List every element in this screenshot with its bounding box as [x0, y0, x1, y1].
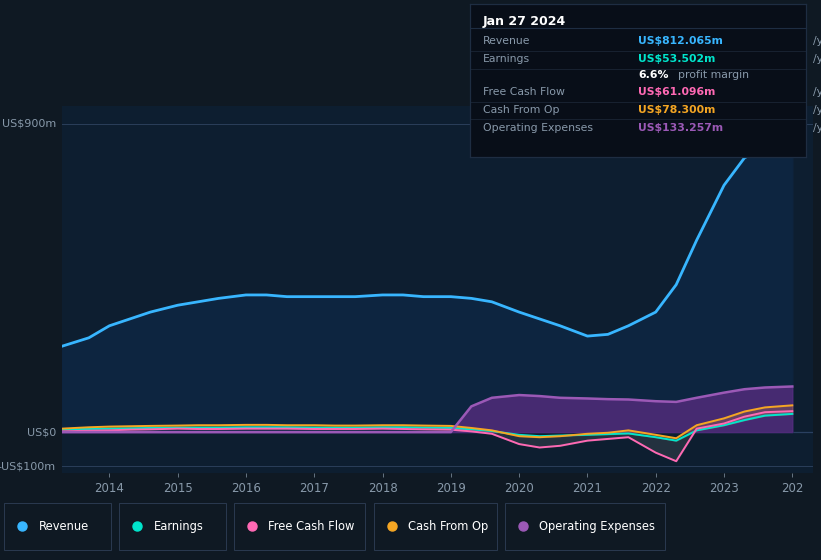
Text: US$61.096m: US$61.096m [638, 87, 715, 97]
Text: US$53.502m: US$53.502m [638, 54, 715, 64]
Text: Earnings: Earnings [483, 54, 530, 64]
Text: /yr: /yr [813, 105, 821, 115]
Text: profit margin: profit margin [678, 71, 750, 80]
Text: /yr: /yr [813, 36, 821, 46]
Text: US$78.300m: US$78.300m [638, 105, 715, 115]
Text: US$900m: US$900m [2, 119, 56, 129]
Text: Cash From Op: Cash From Op [483, 105, 560, 115]
Text: Earnings: Earnings [154, 520, 204, 533]
Text: Revenue: Revenue [483, 36, 530, 46]
Text: -US$100m: -US$100m [0, 461, 56, 472]
Text: Cash From Op: Cash From Op [408, 520, 488, 533]
Text: Operating Expenses: Operating Expenses [539, 520, 655, 533]
Text: Revenue: Revenue [39, 520, 89, 533]
Text: /yr: /yr [813, 87, 821, 97]
Text: US$133.257m: US$133.257m [638, 123, 723, 133]
Text: 6.6%: 6.6% [638, 71, 668, 80]
Text: /yr: /yr [813, 123, 821, 133]
Text: Free Cash Flow: Free Cash Flow [268, 520, 355, 533]
Text: Free Cash Flow: Free Cash Flow [483, 87, 565, 97]
Text: Jan 27 2024: Jan 27 2024 [483, 15, 566, 28]
Text: Operating Expenses: Operating Expenses [483, 123, 593, 133]
Text: US$812.065m: US$812.065m [638, 36, 722, 46]
Text: /yr: /yr [813, 54, 821, 64]
Text: US$0: US$0 [26, 427, 56, 437]
